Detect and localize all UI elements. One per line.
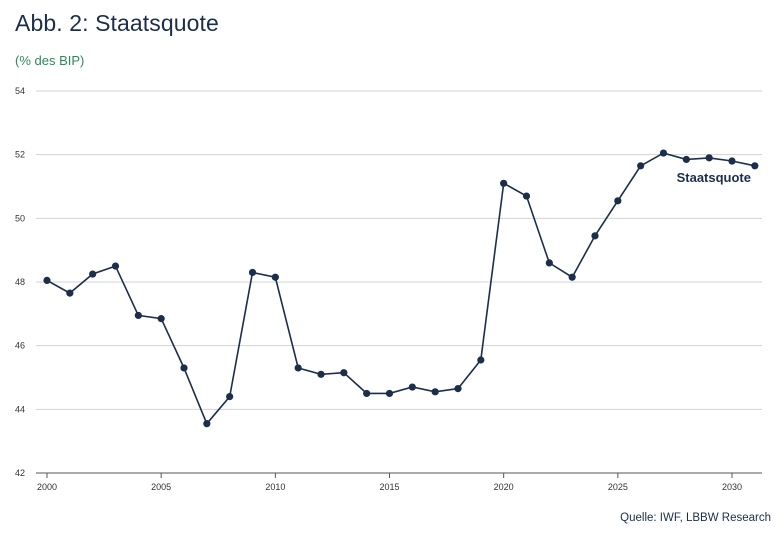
data-point	[500, 179, 508, 187]
data-point	[522, 192, 531, 200]
data-point	[385, 389, 394, 398]
y-tick-label: 46	[15, 341, 25, 351]
data-point	[317, 370, 325, 378]
x-tick-label: 2010	[265, 482, 285, 492]
x-tick-label: 2030	[722, 482, 742, 492]
series-label-staatsquote: Staatsquote	[677, 170, 751, 185]
data-point	[568, 273, 576, 281]
data-point	[637, 162, 645, 170]
y-tick-labels: 42 44 46 48 50 52 54	[15, 86, 25, 478]
data-point	[477, 356, 485, 364]
y-tick-label: 42	[15, 468, 25, 478]
y-tick-label: 44	[15, 404, 25, 414]
data-point	[180, 364, 188, 372]
y-tick-label: 54	[15, 86, 25, 96]
data-point	[431, 388, 439, 396]
series-staatsquote	[43, 149, 759, 428]
data-point	[705, 154, 713, 162]
y-tick-label: 50	[15, 213, 25, 223]
x-tick-label: 2005	[151, 482, 171, 492]
data-point	[454, 385, 462, 393]
source-note: Quelle: IWF, LBBW Research	[620, 512, 771, 524]
gridlines	[36, 90, 762, 410]
data-point	[43, 276, 51, 285]
data-point	[363, 389, 371, 398]
data-point	[408, 383, 416, 391]
chart-title: Abb. 2: Staatsquote	[15, 10, 219, 36]
data-point	[340, 369, 348, 377]
data-point	[66, 289, 74, 297]
x-tick-label: 2000	[37, 482, 57, 492]
data-point	[203, 420, 211, 428]
data-point	[248, 268, 257, 277]
y-tick-label: 52	[15, 150, 25, 160]
data-point	[271, 273, 279, 281]
data-point	[682, 155, 690, 164]
data-point	[591, 232, 599, 240]
data-point	[226, 393, 234, 401]
data-point	[545, 259, 553, 267]
x-tick-labels: 2000 2005 2010 2015 2020 2025 2030	[37, 482, 742, 492]
data-point	[157, 315, 165, 323]
series-line	[46, 152, 755, 426]
x-axis	[36, 472, 762, 478]
data-point	[294, 364, 302, 372]
chart-subtitle: (% des BIP)	[15, 53, 85, 68]
y-tick-label: 48	[15, 277, 25, 287]
data-point	[89, 270, 97, 278]
data-point	[751, 162, 759, 170]
data-point	[659, 149, 668, 157]
data-point	[614, 197, 622, 205]
data-point	[728, 157, 736, 165]
data-point	[134, 311, 142, 320]
x-tick-label: 2015	[379, 482, 399, 492]
data-point	[111, 262, 120, 270]
x-tick-label: 2020	[494, 482, 514, 492]
x-tick-label: 2025	[608, 482, 628, 492]
